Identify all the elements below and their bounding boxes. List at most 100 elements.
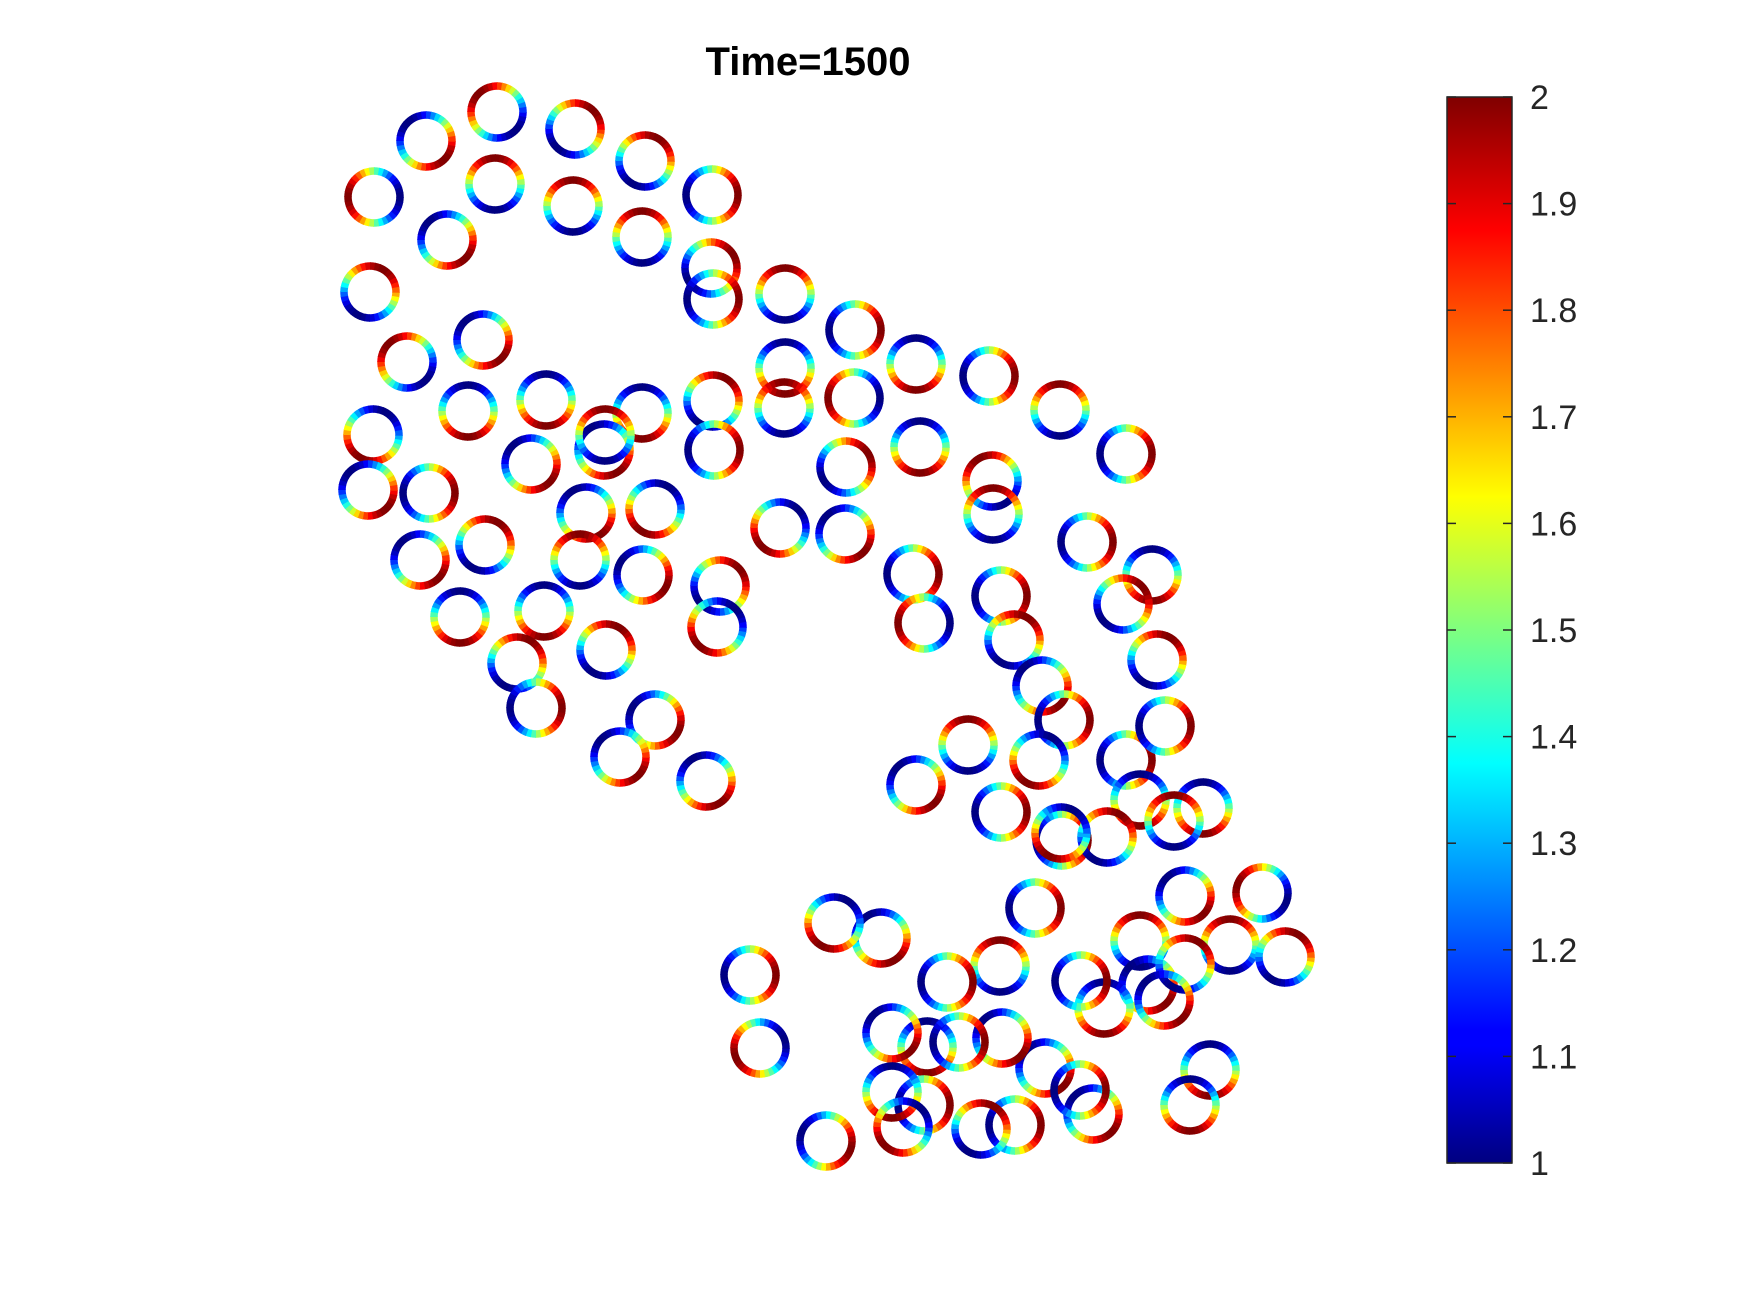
ring-segment [1125, 912, 1134, 922]
ring-segment [873, 383, 883, 392]
ring-segment [695, 286, 704, 296]
ring-segment [1117, 776, 1127, 786]
ring-segment [635, 693, 645, 704]
ring-segment [1120, 475, 1127, 484]
ring-segment [1153, 1020, 1161, 1030]
ring-segment [626, 776, 635, 786]
ring-segment [1057, 767, 1067, 776]
ring-segment [471, 381, 479, 391]
ring-segment [473, 125, 483, 135]
ring-segment [432, 463, 440, 473]
ring-segment [965, 989, 975, 998]
ring-segment [618, 427, 628, 437]
ring-segment [502, 470, 512, 479]
ring-segment [1018, 699, 1028, 709]
ring-segment [1017, 576, 1028, 586]
ring-segment [1067, 852, 1076, 862]
ring-segment [1133, 620, 1143, 631]
ring-segment [865, 1043, 876, 1053]
ring-segment [581, 148, 590, 158]
ring-segment [844, 1148, 854, 1157]
ring-segment [577, 419, 587, 428]
ring-segment [877, 1004, 886, 1014]
ring-segment [640, 691, 649, 701]
ring-segment [838, 416, 847, 426]
ring-segment [631, 207, 639, 217]
ring-segment [698, 270, 707, 280]
ring-segment [619, 389, 629, 399]
ring-segment [352, 508, 361, 518]
ring-segment [712, 269, 719, 278]
ring-segment [694, 603, 704, 613]
ring-segment [935, 770, 945, 779]
ring-segment [1064, 518, 1074, 528]
ring-segment [872, 1065, 882, 1076]
ring-segment [1120, 957, 1129, 967]
ring-segment [505, 534, 515, 542]
ring-segment [1007, 383, 1017, 392]
ring-segment [721, 981, 731, 990]
ring-segment [383, 375, 393, 385]
ring-segment [1001, 1132, 1011, 1140]
ring-segment [996, 348, 1005, 358]
ring-segment [555, 693, 565, 702]
ring-segment [371, 510, 379, 520]
ring-segment [431, 534, 440, 544]
ring-segment [555, 585, 564, 595]
ring-segment [566, 403, 576, 411]
ring-segment [1174, 984, 1182, 994]
ring-segment [774, 549, 781, 558]
ring-segment [717, 755, 726, 765]
ring-segment [935, 1055, 945, 1065]
ring-segment [502, 634, 511, 644]
ring-segment [1172, 578, 1182, 586]
ring-segment [728, 601, 737, 611]
ring-segment [880, 908, 887, 917]
ring-segment [862, 1095, 872, 1103]
ring-segment [1223, 811, 1233, 819]
ring-segment [593, 136, 603, 145]
ring-segment [994, 613, 1004, 624]
ring-segment [979, 1031, 989, 1039]
ring-segment [698, 468, 707, 478]
ring-segment [1139, 468, 1149, 478]
ring-segment [862, 447, 873, 457]
ring-segment [679, 791, 690, 801]
ring-segment [1033, 817, 1043, 826]
ring-segment [799, 345, 809, 355]
ring-segment [599, 456, 606, 465]
ring-segment [1202, 778, 1209, 787]
ring-segment [744, 996, 751, 1005]
ring-segment [1241, 919, 1250, 929]
ring-segment [1142, 589, 1152, 598]
ring-segment [906, 1147, 914, 1157]
ring-segment [1279, 978, 1286, 987]
ring-segment [1127, 840, 1137, 848]
ring-segment [524, 627, 533, 637]
ring-segment [990, 653, 1000, 663]
ring-segment [589, 421, 598, 431]
ring-segment [1042, 730, 1050, 740]
ring-segment [1229, 915, 1236, 924]
ring-segment [1071, 692, 1080, 702]
ring-segment [658, 393, 669, 403]
ring-segment [1174, 814, 1184, 823]
ring-segment [1021, 599, 1031, 607]
ring-segment [930, 642, 939, 652]
ring-segment [1265, 930, 1275, 941]
ring-segment [755, 357, 765, 365]
ring-segment [1015, 696, 1026, 706]
ring-segment [1096, 807, 1104, 817]
ring-segment [982, 1054, 991, 1064]
ring-segment [683, 288, 693, 296]
ring-segment [1083, 850, 1093, 860]
ring-segment [1075, 1014, 1085, 1023]
ring-segment [439, 545, 449, 554]
ring-segment [908, 641, 917, 651]
ring-segment [915, 755, 922, 764]
ring-segment [787, 500, 796, 510]
ring-segment [931, 1000, 940, 1010]
ring-segment [888, 348, 898, 357]
ring-segment [991, 1058, 999, 1068]
ring-segment [1176, 818, 1187, 828]
